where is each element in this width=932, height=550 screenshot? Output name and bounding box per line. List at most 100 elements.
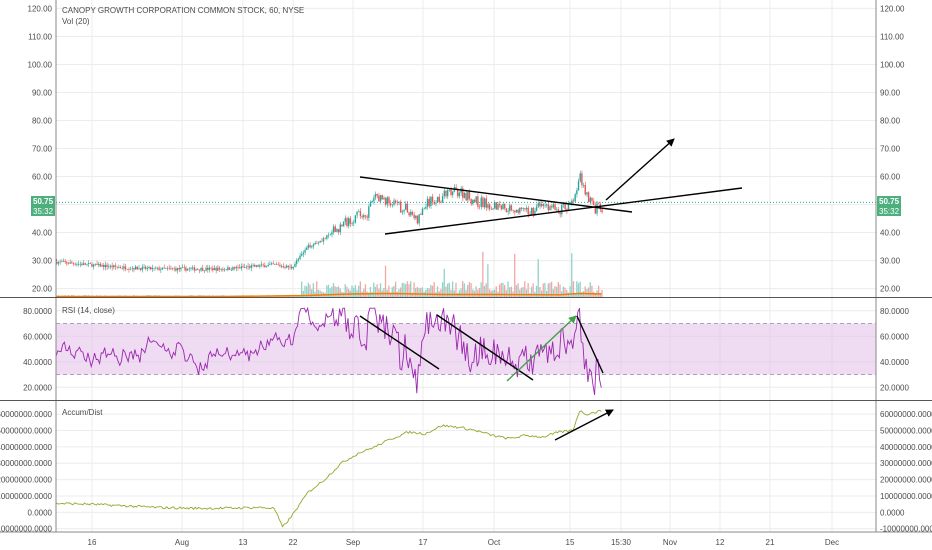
candle-body: [294, 263, 296, 267]
candle-body: [378, 195, 380, 202]
price-badge-right-box: [877, 196, 901, 206]
y-tick-label-left: 20000000.0000: [0, 476, 53, 485]
volume-bar: [495, 286, 497, 297]
volume-bar: [520, 287, 523, 297]
candle-body: [299, 255, 301, 260]
volume-bar: [331, 286, 333, 297]
candle-body: [295, 260, 298, 264]
y-tick-label-right: 80.00: [880, 116, 901, 125]
candle-body: [123, 266, 125, 269]
countdown-badge-left-text: 35:32: [33, 207, 54, 216]
volume-bar: [468, 282, 471, 297]
candle-body: [250, 265, 253, 268]
candle-body: [79, 263, 81, 265]
volume-bar: [510, 286, 513, 297]
candle-body: [279, 264, 281, 267]
volume-bar: [502, 282, 504, 297]
candle-body: [582, 184, 585, 186]
price-badge-left-box: [31, 196, 55, 206]
volume-bar: [394, 281, 397, 297]
volume-bar: [559, 284, 561, 297]
candle-body: [66, 262, 68, 264]
volume-bar: [505, 290, 507, 297]
candle-body: [322, 238, 325, 242]
volume-bar: [403, 282, 405, 297]
candle-body: [352, 222, 355, 224]
volume-bar: [426, 287, 429, 297]
candle-body: [267, 264, 269, 267]
candle-body: [451, 191, 454, 195]
volume-bar: [284, 296, 286, 297]
candle-body: [126, 269, 128, 270]
candle-body: [354, 215, 357, 223]
rsi-trendline-2: [436, 314, 534, 381]
y-tick-label-left: 60000000.0000: [0, 410, 53, 419]
candle-body: [504, 203, 506, 209]
volume-bar: [537, 259, 539, 297]
candle-body: [312, 244, 315, 247]
candle-body: [171, 268, 174, 269]
volume-bar: [455, 282, 457, 297]
y-tick-label-left: 120.00: [28, 4, 53, 13]
volume-bar: [336, 287, 338, 297]
volume-bar: [591, 285, 593, 297]
candle-body: [163, 267, 165, 269]
candle-body: [507, 211, 509, 213]
candle-body: [81, 263, 83, 265]
candle-body: [104, 264, 107, 268]
volume-bar: [344, 284, 346, 297]
candle-body: [227, 267, 229, 270]
candle-body: [549, 206, 551, 211]
volume-bar: [539, 287, 541, 297]
volume-bar: [364, 284, 367, 297]
candle-body: [440, 201, 442, 203]
candle-body: [242, 266, 244, 268]
candle-body: [253, 265, 256, 267]
volume-bar: [599, 292, 601, 297]
candle-body: [225, 269, 227, 271]
volume-bar: [285, 296, 288, 297]
volume-bar: [373, 282, 375, 297]
volume-bar: [280, 296, 283, 297]
volume-bar: [552, 289, 554, 297]
x-tick-label: Oct: [488, 538, 501, 547]
volume-bar: [525, 289, 528, 297]
volume-bar: [572, 281, 575, 297]
candle-body: [228, 267, 231, 270]
volume-bar: [401, 282, 403, 297]
candle-body: [369, 202, 372, 207]
candle-body: [537, 203, 539, 207]
candle-body: [498, 203, 501, 206]
price-badge-right: 50.75 35:32: [877, 196, 901, 216]
volume-bar: [465, 289, 467, 297]
volume-bar: [332, 283, 335, 297]
volume-bar: [453, 290, 455, 297]
y-tick-label-left: 40.0000: [23, 358, 52, 367]
y-tick-label-left: -10000000.0000: [0, 525, 53, 534]
candle-body: [530, 207, 533, 215]
candle-body: [297, 259, 300, 261]
candle-body: [515, 209, 518, 213]
candle-body: [180, 267, 182, 270]
volume-bar: [383, 287, 385, 297]
candle-body: [423, 208, 425, 210]
volume-bar: [557, 282, 559, 297]
candle-body: [168, 267, 170, 269]
volume-bar: [524, 281, 526, 297]
candle-body: [56, 261, 58, 264]
volume-bar: [472, 289, 474, 297]
x-tick-label: Sep: [346, 538, 361, 547]
volume-bar: [460, 288, 462, 297]
candle-body: [455, 187, 457, 190]
y-tick-label-right: 50000000.0000: [880, 426, 932, 435]
volume-bar: [482, 251, 484, 297]
volume-bar: [410, 281, 412, 297]
candle-body: [384, 197, 387, 205]
candle-body: [217, 267, 219, 271]
candle-body: [341, 224, 343, 227]
candle-body: [559, 211, 561, 215]
candle-body: [269, 264, 271, 265]
volume-bar: [304, 285, 306, 297]
